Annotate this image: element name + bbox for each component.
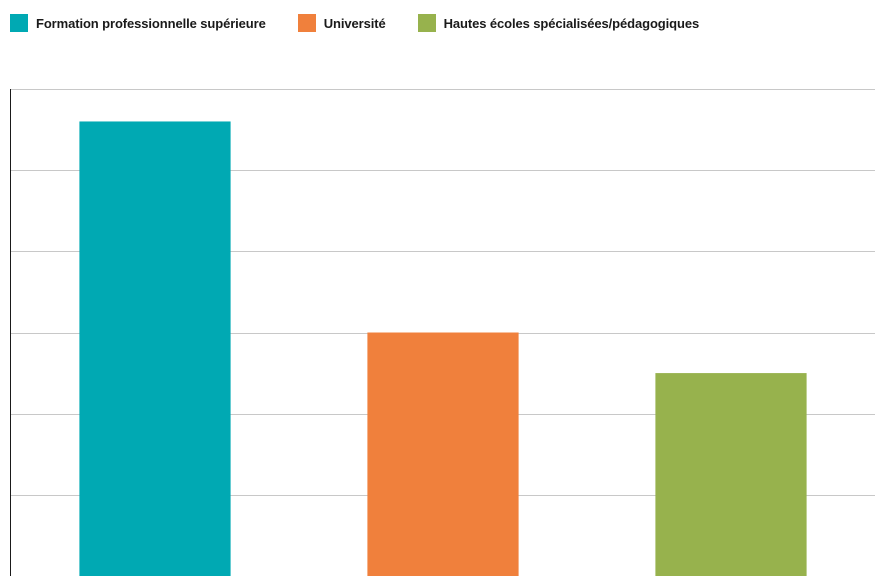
bar-2 [367, 332, 519, 576]
legend-label: Université [323, 15, 386, 31]
legend-item-hautes-ecoles: Hautes écoles spécialisées/pédagogiques [417, 14, 700, 32]
legend-label: Formation professionnelle supérieure [36, 15, 266, 31]
legend-swatch-orange [297, 14, 316, 32]
legend-item-formation-professionnelle: Formation professionnelle supérieure [10, 14, 266, 32]
legend-label: Hautes écoles spécialisées/pédagogiques [443, 15, 700, 31]
bar-1 [79, 121, 231, 576]
legend-item-universite: Université [297, 14, 386, 32]
legend-swatch-teal [10, 14, 28, 32]
bar-3 [655, 373, 807, 576]
chart-legend: Formation professionnelle supérieure Uni… [10, 12, 731, 34]
legend-swatch-green [417, 14, 436, 32]
